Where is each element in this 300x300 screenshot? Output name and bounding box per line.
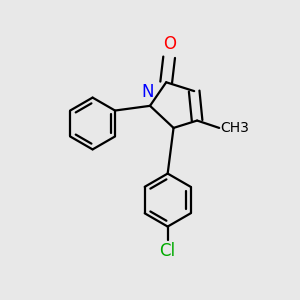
Text: Cl: Cl — [160, 242, 176, 260]
Text: N: N — [141, 83, 154, 101]
Text: CH3: CH3 — [221, 121, 250, 135]
Text: O: O — [163, 35, 176, 53]
